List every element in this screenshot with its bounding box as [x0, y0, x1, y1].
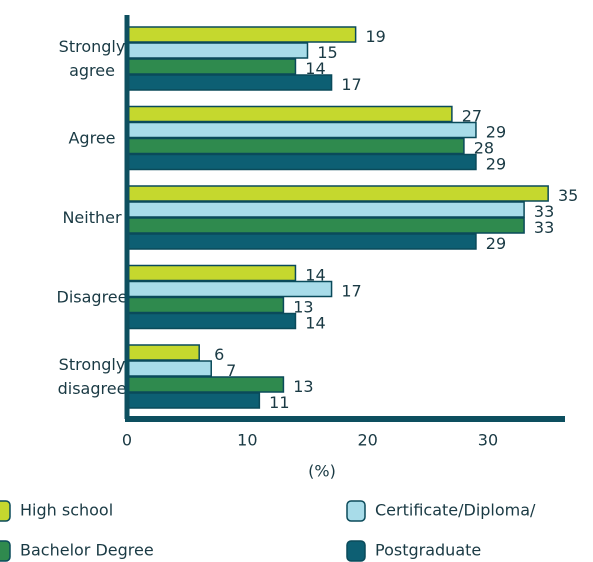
y-tick-label: Strongly agree — [59, 37, 126, 80]
bar — [126, 376, 285, 393]
bar — [126, 360, 212, 377]
data-label: 35 — [558, 186, 578, 205]
data-label: 15 — [317, 43, 337, 62]
data-label: 13 — [293, 377, 313, 396]
data-label: 7 — [226, 361, 236, 380]
data-label: 27 — [462, 107, 482, 126]
legend-label: Certificate/Diploma/ — [375, 501, 536, 520]
bar — [126, 392, 261, 409]
x-tick-label: 30 — [478, 431, 498, 450]
data-label: 19 — [365, 27, 385, 46]
legend-label: High school — [20, 501, 113, 520]
data-label: 11 — [269, 393, 289, 412]
bar — [126, 105, 453, 123]
legend-swatch — [0, 500, 11, 522]
bar — [126, 26, 357, 43]
bar — [126, 74, 333, 91]
x-axis-label: (%) — [308, 462, 336, 481]
data-label: 14 — [305, 266, 325, 285]
bar — [126, 185, 549, 202]
data-label: 29 — [486, 155, 506, 174]
data-label: 28 — [474, 139, 494, 158]
legend-swatch — [346, 540, 366, 562]
bar — [126, 58, 297, 75]
data-label: 17 — [341, 282, 361, 301]
data-label: 14 — [305, 59, 325, 78]
legend-label: Postgraduate — [375, 541, 481, 560]
bar — [126, 42, 309, 59]
data-label: 13 — [293, 298, 313, 317]
bar — [126, 153, 477, 171]
data-label: 29 — [486, 234, 506, 253]
y-tick-label: Agree — [68, 128, 115, 147]
bar — [126, 217, 525, 234]
bar — [126, 312, 297, 330]
bar — [126, 280, 333, 298]
x-tick-label: 10 — [237, 431, 257, 450]
legend-swatch — [0, 540, 11, 562]
data-label: 14 — [305, 314, 325, 333]
y-tick-label: Strongly disagree — [58, 355, 127, 398]
bar — [126, 344, 200, 361]
legend-swatch — [346, 500, 366, 522]
legend-label: Bachelor Degree — [20, 541, 154, 560]
data-label: 33 — [534, 218, 554, 237]
data-label: 17 — [341, 75, 361, 94]
y-tick-label: Disagree — [57, 287, 128, 306]
bar — [126, 296, 285, 314]
data-label: 33 — [534, 202, 554, 221]
x-tick-label: 0 — [122, 431, 132, 450]
data-label: 6 — [214, 345, 224, 364]
x-tick-label: 20 — [357, 431, 377, 450]
bar — [126, 137, 465, 155]
bar — [126, 233, 477, 250]
data-label: 29 — [486, 123, 506, 142]
bar — [126, 201, 525, 218]
bar — [126, 121, 477, 139]
y-tick-label: Neither — [62, 208, 122, 227]
bar — [126, 264, 297, 282]
